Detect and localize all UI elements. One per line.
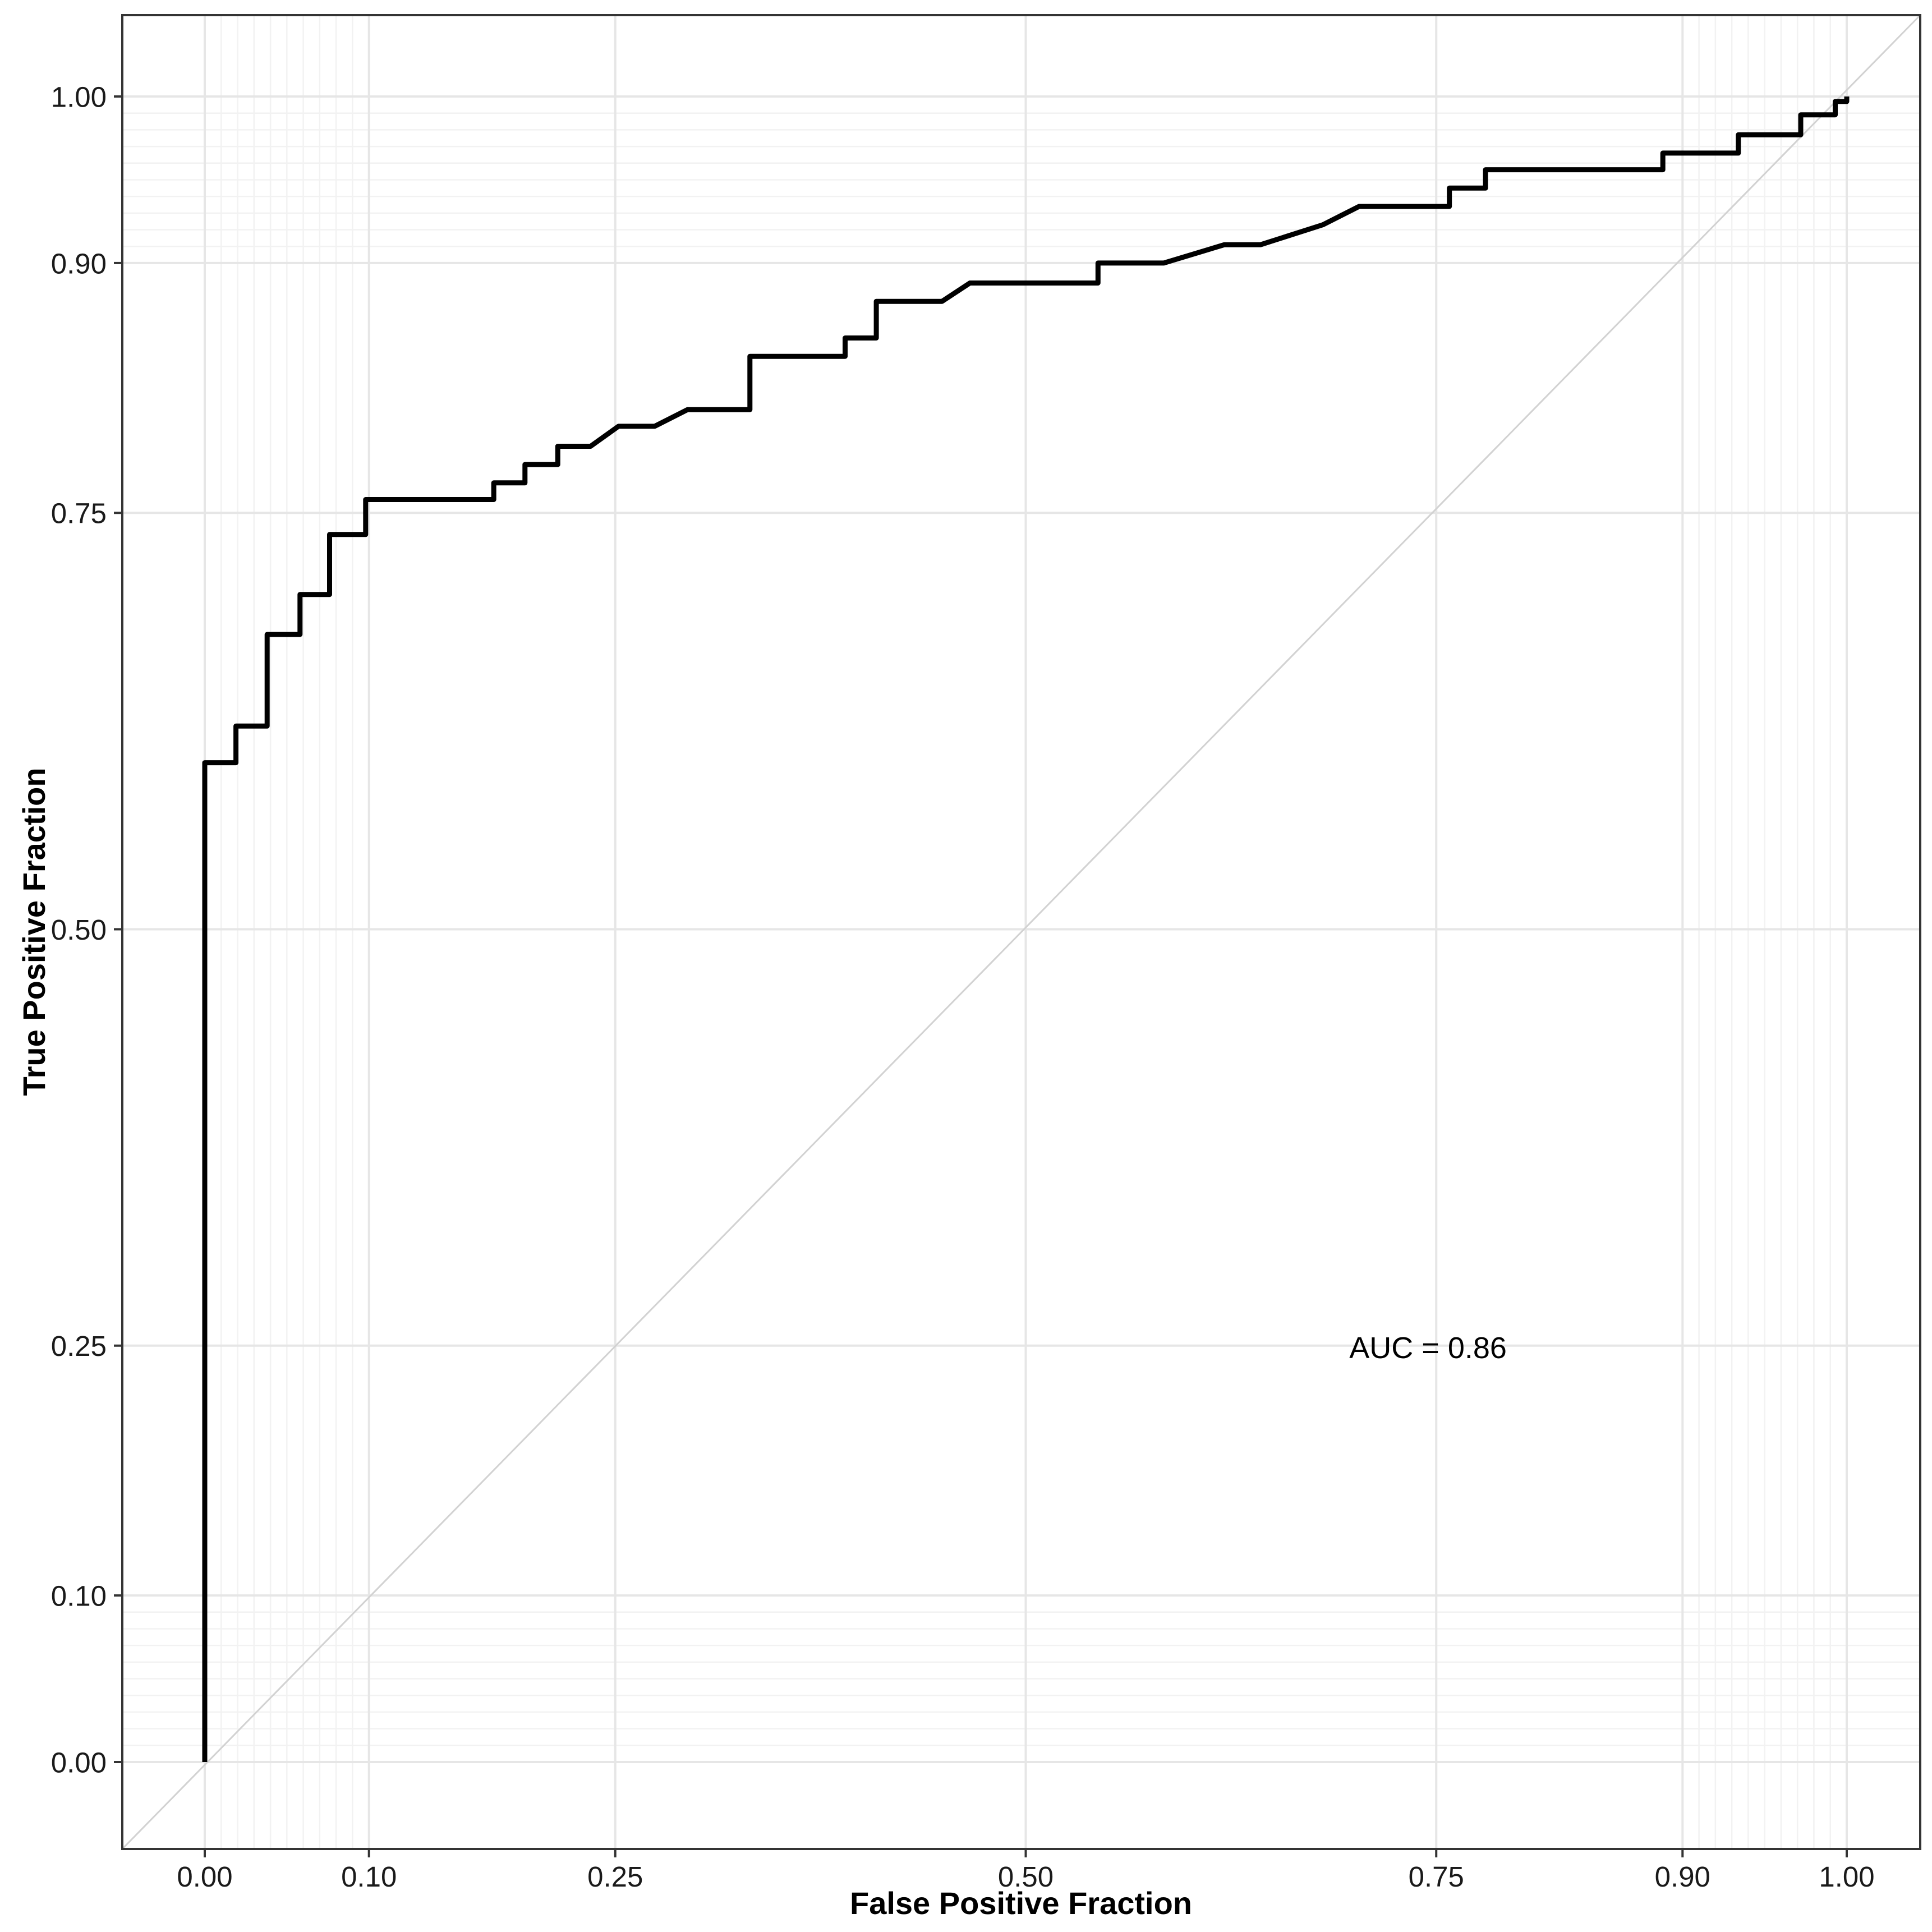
auc-annotation: AUC = 0.86 xyxy=(1349,1331,1507,1365)
x-tick-label: 0.00 xyxy=(177,1861,232,1893)
axis-ticks xyxy=(114,95,1848,1857)
y-axis-title: True Positive Fraction xyxy=(16,767,52,1096)
minor-gridlines xyxy=(122,15,1920,1849)
y-tick-label: 0.50 xyxy=(51,914,107,946)
x-tick-label: 0.75 xyxy=(1409,1861,1464,1893)
x-tick-label: 0.90 xyxy=(1655,1861,1710,1893)
chance-diagonal-line xyxy=(121,14,1921,1850)
y-tick-label: 0.90 xyxy=(51,247,107,279)
y-tick-labels: 0.00 0.10 0.25 0.50 0.75 0.90 1.00 xyxy=(51,81,107,1778)
y-tick-label: 0.00 xyxy=(51,1746,107,1778)
x-tick-label: 1.00 xyxy=(1819,1861,1874,1893)
x-tick-label: 0.10 xyxy=(341,1861,397,1893)
roc-curve xyxy=(202,96,1850,1762)
x-tick-label: 0.50 xyxy=(998,1861,1054,1893)
x-tick-labels: 0.00 0.10 0.25 0.50 0.75 0.90 1.00 xyxy=(177,1861,1874,1893)
y-tick-label: 0.10 xyxy=(51,1580,107,1612)
x-axis-title: False Positive Fraction xyxy=(850,1885,1192,1921)
panel-border xyxy=(121,14,1921,1850)
x-tick-label: 0.25 xyxy=(587,1861,643,1893)
y-tick-label: 0.25 xyxy=(51,1330,107,1362)
major-gridlines xyxy=(122,15,1920,1849)
y-tick-label: 0.75 xyxy=(51,498,107,530)
roc-curve-path xyxy=(202,96,1850,1762)
panel-border-rect xyxy=(121,14,1921,1850)
chance-diagonal xyxy=(121,14,1921,1850)
y-tick-label: 1.00 xyxy=(51,81,107,113)
